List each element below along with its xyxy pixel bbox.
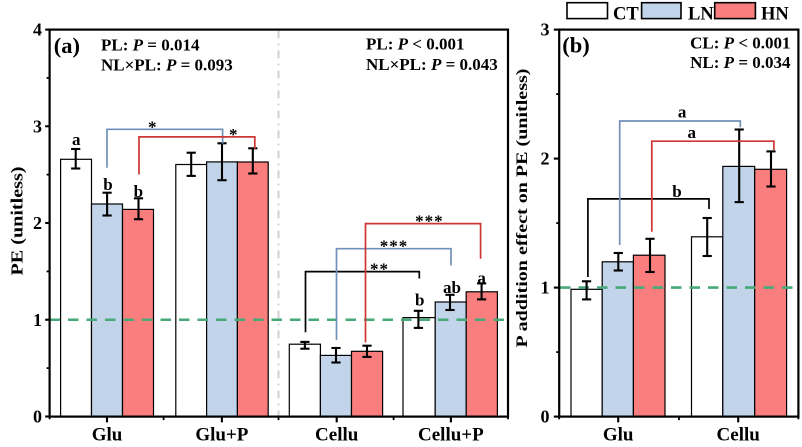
svg-text:a: a <box>688 123 697 142</box>
svg-text:(a): (a) <box>54 33 80 58</box>
svg-text:PE (unitless): PE (unitless) <box>7 167 26 276</box>
svg-text:*: * <box>229 125 238 144</box>
svg-text:2: 2 <box>33 213 42 233</box>
svg-text:Cellu: Cellu <box>717 425 761 446</box>
svg-text:b: b <box>134 182 143 201</box>
svg-text:LN: LN <box>688 5 714 25</box>
svg-text:4: 4 <box>33 20 42 40</box>
svg-text:***: *** <box>415 212 444 231</box>
svg-text:PL: P = 0.014: PL: P = 0.014 <box>101 36 200 55</box>
svg-text:(b): (b) <box>562 33 590 58</box>
svg-text:***: *** <box>380 237 409 256</box>
svg-text:Cellu: Cellu <box>315 425 359 446</box>
svg-text:b: b <box>103 175 112 194</box>
svg-text:a: a <box>477 269 486 288</box>
svg-text:a: a <box>678 103 687 122</box>
svg-text:CL: P < 0.001: CL: P < 0.001 <box>690 34 790 53</box>
svg-text:3: 3 <box>541 20 550 40</box>
svg-text:HN: HN <box>761 5 789 25</box>
svg-text:NL: P = 0.034: NL: P = 0.034 <box>690 53 791 72</box>
svg-text:P addition effect on PE (unitl: P addition effect on PE (unitless) <box>514 69 531 348</box>
svg-text:Cellu+P: Cellu+P <box>418 425 484 446</box>
svg-text:CT: CT <box>613 5 639 25</box>
svg-text:Glu: Glu <box>603 425 634 446</box>
svg-text:b: b <box>672 182 681 201</box>
svg-text:0: 0 <box>541 407 550 427</box>
svg-text:b: b <box>415 290 424 309</box>
svg-text:3: 3 <box>33 116 42 136</box>
svg-text:2: 2 <box>541 149 550 169</box>
svg-text:a: a <box>72 130 81 149</box>
svg-text:PL: P < 0.001: PL: P < 0.001 <box>366 35 464 54</box>
svg-text:NL×PL: P = 0.043: NL×PL: P = 0.043 <box>366 55 498 74</box>
svg-text:ab: ab <box>443 278 461 297</box>
svg-text:*: * <box>148 117 157 136</box>
svg-text:Glu: Glu <box>92 425 123 446</box>
svg-text:**: ** <box>370 260 389 279</box>
svg-text:0: 0 <box>33 407 42 427</box>
svg-text:1: 1 <box>541 278 550 298</box>
svg-text:Glu+P: Glu+P <box>195 425 248 446</box>
svg-text:1: 1 <box>33 310 42 330</box>
svg-text:NL×PL: P = 0.093: NL×PL: P = 0.093 <box>101 55 233 74</box>
